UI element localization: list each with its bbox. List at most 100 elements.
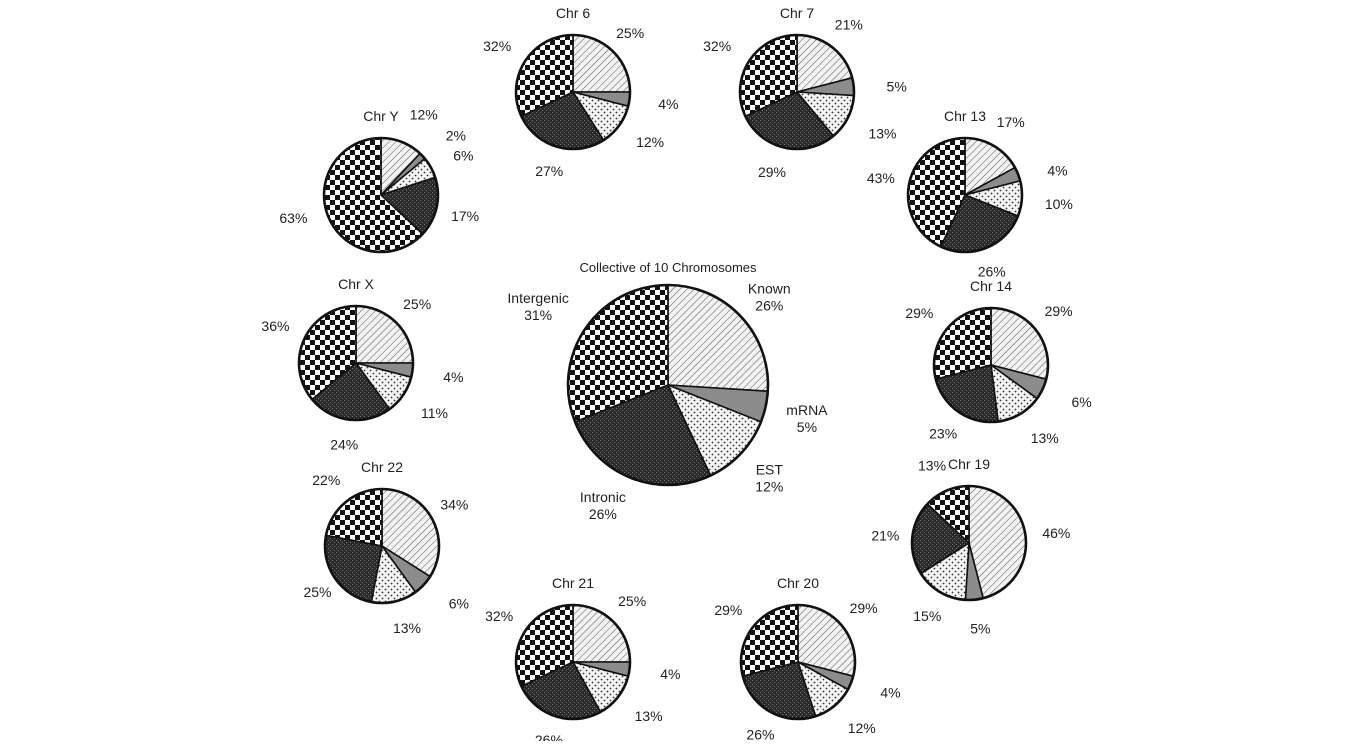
chr-6-label-1: 25% [616,25,644,41]
chr-x-label-5: 36% [261,318,289,334]
chr-22-slice-4 [324,534,383,603]
chr-19-label-5: 13% [918,457,946,473]
chr-13-outline [906,136,1024,254]
collective-of-10-chromosomes-label-3: EST 12% [755,462,783,495]
pie-chr-14: 29% 6% 13% 23% 29% Chr 14 [905,278,1091,446]
chr-21-label-1: 25% [618,593,646,609]
collective-of-10-chromosomes-label-1: Known 26% [748,280,791,313]
chr-y-label-3: 6% [453,147,473,163]
pie-chr-21: 25% 4% 13% 26% 32% Chr 21 [485,575,680,746]
collective-of-10-chromosomes-percent-2: 5% [797,419,817,435]
collective-of-10-chromosomes-outline [566,283,770,487]
chr-14-label-1: 29% [1045,303,1073,319]
collective-of-10-chromosomes-category-3: EST [756,462,784,478]
pie-chr-y: 12% 2% 6% 17% 63% Chr Y [279,106,479,254]
chr-20-label-4: 26% [746,726,774,741]
chr-21-label-4: 26% [535,732,563,741]
collective-of-10-chromosomes-label-5: Intergenic 31% [507,290,568,323]
chr-21-label-5: 32% [485,608,513,624]
collective-of-10-chromosomes-label-2: mRNA 5% [786,402,828,435]
pie-chr-20: 29% 4% 12% 26% 29% Chr 20 [714,575,900,742]
chr-6-label-2: 4% [658,96,678,112]
chr-14-label-4: 23% [929,426,957,442]
chr-7-label-2: 5% [887,79,907,95]
chr-19-label-1: 46% [1042,525,1070,541]
collective-of-10-chromosomes-category-4: Intronic [580,489,626,505]
chr-14-label-3: 13% [1031,430,1059,446]
collective-of-10-chromosomes-category-5: Intergenic [507,290,568,306]
chr-x-title: Chr X [338,276,374,292]
chr-14-label-5: 29% [905,305,933,321]
pie-chr-7: 21% 5% 13% 29% 32% Chr 7 [703,5,907,180]
chr-7-label-3: 13% [868,125,896,141]
collective-of-10-chromosomes-label-4: Intronic 26% [580,489,626,522]
chr-21-outline [514,603,632,721]
chr-13-title: Chr 13 [944,108,986,124]
pie-chr-19: 46% 5% 15% 21% 13% Chr 19 [871,456,1070,637]
chr-6-title: Chr 6 [556,5,590,21]
chr-y-label-2: 2% [446,128,466,144]
chr-7-label-4: 29% [758,164,786,180]
chr-13-label-5: 43% [867,170,895,186]
chr-22-title: Chr 22 [361,459,403,475]
chr-x-label-2: 4% [443,369,463,385]
chr-20-label-3: 12% [848,720,876,736]
chr-21-title: Chr 21 [552,575,594,591]
chr-7-label-1: 21% [835,16,863,32]
chr-22-outline [323,487,441,605]
pie-chr-22: 34% 6% 13% 25% 22% Chr 22 [303,459,469,636]
chr-13-label-1: 17% [997,114,1025,130]
chr-y-label-1: 12% [410,106,438,122]
chr-6-label-4: 27% [535,163,563,179]
collective-of-10-chromosomes-percent-1: 26% [755,297,783,313]
chr-y-title: Chr Y [363,108,399,124]
chr-19-outline [910,484,1028,602]
chr-14-outline [932,306,1050,424]
chr-22-label-2: 6% [449,595,469,611]
chr-14-title: Chr 14 [970,278,1012,294]
collective-of-10-chromosomes-category-2: mRNA [786,402,828,418]
chr-14-label-2: 6% [1071,394,1091,410]
chr-x-label-4: 24% [330,436,358,452]
chr-20-title: Chr 20 [777,575,819,591]
chr-19-label-2: 5% [970,621,990,637]
chr-y-label-5: 63% [279,210,307,226]
chr-13-label-4: 26% [978,264,1006,280]
chr-7-outline [738,33,856,151]
collective-of-10-chromosomes-slice-1 [667,284,769,393]
chr-22-label-4: 25% [303,584,331,600]
chr-19-title: Chr 19 [948,456,990,472]
chr-20-outline [739,603,857,721]
collective-of-10-chromosomes-percent-4: 26% [589,506,617,522]
chr-13-label-2: 4% [1047,162,1067,178]
chr-7-title: Chr 7 [780,5,814,21]
collective-of-10-chromosomes-percent-3: 12% [755,479,783,495]
pie-chr-13: 17% 4% 10% 26% 43% Chr 13 [867,108,1073,280]
pie-chr-6: 25% 4% 12% 27% 32% Chr 6 [483,5,678,179]
chr-22-label-1: 34% [440,496,468,512]
chr-19-label-3: 15% [913,608,941,624]
chr-6-label-5: 32% [483,38,511,54]
chr-22-label-3: 13% [393,620,421,636]
chr-x-label-3: 11% [421,405,448,421]
chr-21-label-3: 13% [635,708,663,724]
pie-chr-x: 25% 4% 11% 24% 36% Chr X [261,276,463,452]
pie-collective-of-10-chromosomes: Known 26%mRNA 5%EST 12%Intronic 26%Intergeni… [507,260,828,522]
chr-20-label-2: 4% [880,685,900,701]
chr-6-label-3: 12% [636,134,664,150]
chr-y-label-4: 17% [451,208,479,224]
chr-6-outline [514,33,632,151]
chr-22-label-5: 22% [312,472,340,488]
chr-21-label-2: 4% [660,666,680,682]
chr-7-label-5: 32% [703,38,731,54]
collective-of-10-chromosomes-title: Collective of 10 Chromosomes [579,260,757,275]
chr-x-outline [297,304,415,422]
collective-of-10-chromosomes-percent-5: 31% [524,307,552,323]
chr-y-outline [322,136,440,254]
collective-of-10-chromosomes-category-1: Known [748,280,791,296]
chr-20-label-5: 29% [714,602,742,618]
chr-x-label-1: 25% [403,296,431,312]
chr-19-label-4: 21% [871,528,899,544]
